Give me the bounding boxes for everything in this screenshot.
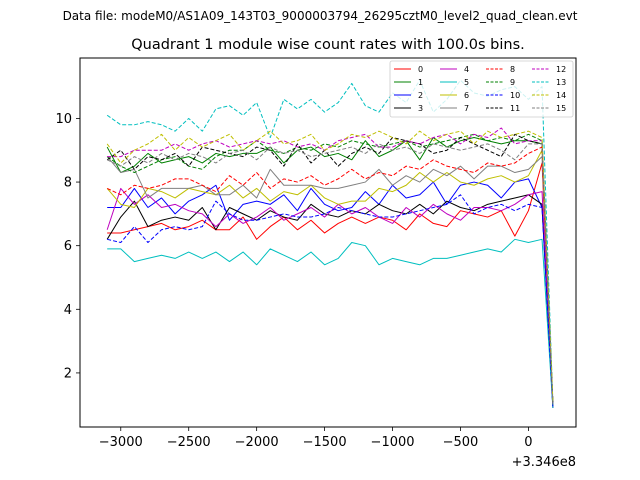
- legend-entry-10: 10: [486, 91, 520, 100]
- legend-entry-1: 1: [394, 78, 423, 87]
- legend-box: [389, 60, 574, 118]
- series-line-6: [106, 149, 554, 405]
- legend-entry-0: 0: [394, 65, 423, 74]
- legend-entry-8: 8: [486, 65, 515, 74]
- series-line-14: [106, 130, 554, 402]
- series-line-2: [107, 178, 554, 408]
- y-tick-label: 2: [64, 366, 72, 381]
- legend-entry-15: 15: [532, 104, 566, 113]
- legend-label: 1: [418, 78, 423, 87]
- legend-label: 10: [510, 91, 520, 100]
- x-tick-label: −500: [443, 435, 479, 450]
- y-axis-ticks: 2 4 6 8 10: [55, 112, 80, 381]
- legend-label: 14: [556, 91, 566, 100]
- x-tick-label: 0: [524, 435, 532, 450]
- series-line-11: [106, 133, 554, 405]
- legend-entry-5: 5: [440, 78, 469, 87]
- legend-label: 12: [556, 65, 566, 74]
- x-tick-label: −1000: [371, 435, 415, 450]
- legend-entry-4: 4: [440, 65, 469, 74]
- figure-suptitle: Data file: modeM0/AS1A09_143T03_90000037…: [63, 9, 578, 23]
- y-tick-label: 8: [64, 176, 72, 191]
- legend-entry-14: 14: [532, 91, 566, 100]
- series-line-0: [107, 162, 554, 408]
- legend-label: 0: [418, 65, 423, 74]
- chart-title: Quadrant 1 module wise count rates with …: [131, 37, 525, 53]
- x-axis-offset-label: +3.346e8: [512, 455, 576, 470]
- legend-label: 6: [464, 91, 469, 100]
- legend-entry-11: 11: [486, 104, 520, 113]
- legend-entry-6: 6: [440, 91, 469, 100]
- legend-label: 13: [556, 78, 566, 87]
- series-lines: [106, 79, 554, 408]
- series-line-1: [106, 137, 554, 405]
- legend-entry-3: 3: [394, 104, 423, 113]
- series-line-7: [106, 156, 554, 405]
- legend-label: 8: [510, 65, 515, 74]
- legend-entry-7: 7: [440, 104, 469, 113]
- legend-label: 2: [418, 91, 423, 100]
- legend-label: 15: [556, 104, 566, 113]
- x-tick-label: −3000: [99, 435, 143, 450]
- x-tick-label: −1500: [303, 435, 347, 450]
- y-tick-label: 4: [64, 303, 72, 318]
- legend-label: 9: [510, 78, 515, 87]
- x-axis-ticks: −3000 −2500 −2000 −1500 −1000 −500 0: [99, 427, 533, 450]
- series-line-12: [107, 127, 554, 405]
- series-line-13: [106, 79, 554, 405]
- legend-label: 7: [464, 104, 469, 113]
- x-tick-label: −2000: [235, 435, 279, 450]
- legend-label: 4: [464, 65, 469, 74]
- legend-entry-2: 2: [394, 91, 423, 100]
- series-line-5: [107, 238, 554, 408]
- plot-frame: [79, 57, 577, 428]
- legend-entry-9: 9: [486, 78, 515, 87]
- series-line-9: [106, 133, 554, 405]
- y-tick-label: 10: [55, 112, 72, 127]
- legend-label: 3: [418, 104, 423, 113]
- legend-entry-12: 12: [532, 65, 566, 74]
- x-tick-label: −2500: [167, 435, 211, 450]
- series-line-8: [106, 146, 554, 405]
- legend-entry-13: 13: [532, 78, 566, 87]
- series-line-4: [106, 187, 554, 405]
- series-line-3: [106, 194, 554, 405]
- y-tick-label: 6: [64, 239, 72, 254]
- series-line-10: [107, 194, 554, 408]
- series-line-15: [106, 143, 554, 405]
- legend-label: 5: [464, 78, 469, 87]
- legend-label: 11: [510, 104, 520, 113]
